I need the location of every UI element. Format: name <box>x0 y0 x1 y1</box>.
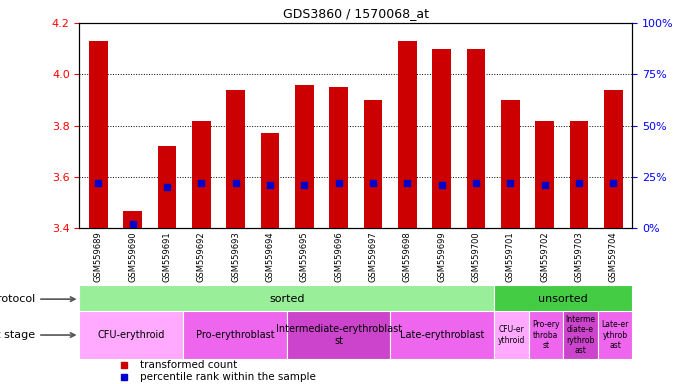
Bar <box>536 121 554 228</box>
Text: sorted: sorted <box>269 294 305 304</box>
Bar <box>398 41 417 228</box>
Bar <box>569 121 589 228</box>
Bar <box>494 285 632 313</box>
Bar <box>123 210 142 228</box>
Text: percentile rank within the sample: percentile rank within the sample <box>140 371 316 382</box>
Bar <box>433 49 451 228</box>
Bar <box>329 87 348 228</box>
Text: Interme
diate-e
rythrob
ast: Interme diate-e rythrob ast <box>565 315 596 355</box>
Text: unsorted: unsorted <box>538 294 588 304</box>
Bar <box>192 121 211 228</box>
Bar <box>287 311 390 359</box>
Text: Pro-erythroblast: Pro-erythroblast <box>196 330 274 340</box>
Bar <box>529 311 563 359</box>
Bar <box>89 41 108 228</box>
Bar <box>363 100 383 228</box>
Bar <box>79 311 183 359</box>
Text: transformed count: transformed count <box>140 360 238 370</box>
Text: Late-erythroblast: Late-erythroblast <box>400 330 484 340</box>
Bar <box>390 311 494 359</box>
Bar <box>79 285 494 313</box>
Title: GDS3860 / 1570068_at: GDS3860 / 1570068_at <box>283 7 429 20</box>
Bar <box>563 311 598 359</box>
Bar <box>466 49 486 228</box>
Text: development stage: development stage <box>0 330 75 340</box>
Text: Late-er
ythrob
ast: Late-er ythrob ast <box>601 320 629 350</box>
Bar <box>598 311 632 359</box>
Text: Intermediate-erythroblast
st: Intermediate-erythroblast st <box>276 324 401 346</box>
Bar <box>226 90 245 228</box>
Text: CFU-er
ythroid: CFU-er ythroid <box>498 325 525 345</box>
Bar <box>501 100 520 228</box>
Bar <box>604 90 623 228</box>
Bar <box>183 311 287 359</box>
Text: CFU-erythroid: CFU-erythroid <box>97 330 165 340</box>
Bar <box>295 85 314 228</box>
Bar <box>494 311 529 359</box>
Text: Pro-ery
throba
st: Pro-ery throba st <box>532 320 560 350</box>
Text: protocol: protocol <box>0 294 75 304</box>
Bar <box>158 146 176 228</box>
Bar <box>261 134 279 228</box>
